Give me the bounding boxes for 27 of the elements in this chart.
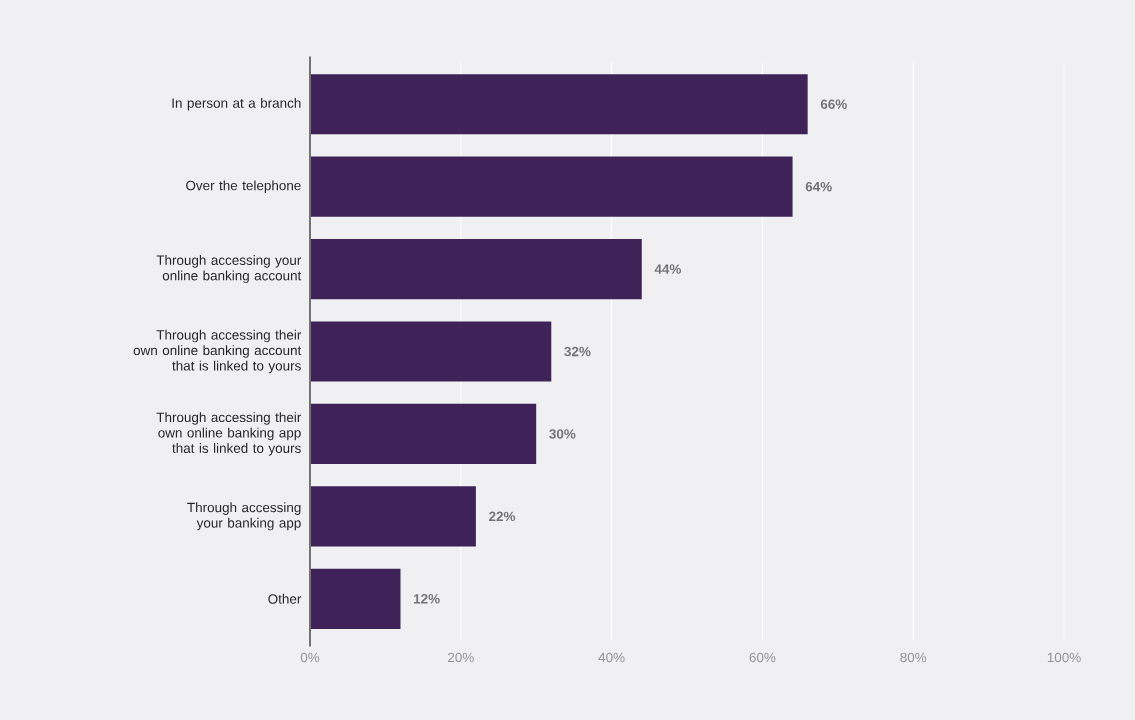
bar: [310, 403, 537, 465]
y-tick-label: In person at a branch: [172, 97, 301, 111]
data-label: 32%: [564, 346, 591, 357]
y-tick-label: Through accessing your online banking account: [156, 255, 302, 284]
bar: [310, 321, 552, 382]
y-tick-label: Other: [268, 593, 302, 604]
x-tick-label: 20%: [448, 652, 474, 663]
data-label: 44%: [654, 264, 682, 274]
data-label: 22%: [489, 511, 516, 522]
x-tick-label: 80%: [900, 652, 927, 663]
y-tick-label: Over the telephone: [186, 180, 301, 193]
bar: [310, 74, 808, 135]
data-label: 64%: [805, 181, 832, 192]
bar: [310, 156, 793, 217]
data-label: 30%: [549, 429, 576, 439]
data-label: 12%: [414, 594, 440, 604]
bar: [310, 486, 476, 547]
x-tick-label: 40%: [598, 652, 625, 663]
x-tick-label: 100%: [1047, 652, 1081, 663]
x-tick-label: 0%: [300, 652, 320, 663]
x-tick-label: 60%: [749, 652, 776, 663]
bar: [310, 238, 642, 300]
data-label: 66%: [820, 99, 847, 109]
y-tick-label: Through accessing their own online banking app that is linked to yours: [156, 412, 302, 456]
y-tick-label: Through accessing your banking app: [187, 502, 301, 531]
y-tick-label: Through accessing their own online banking account that is linked to yours: [133, 329, 302, 374]
bar: [310, 568, 401, 629]
